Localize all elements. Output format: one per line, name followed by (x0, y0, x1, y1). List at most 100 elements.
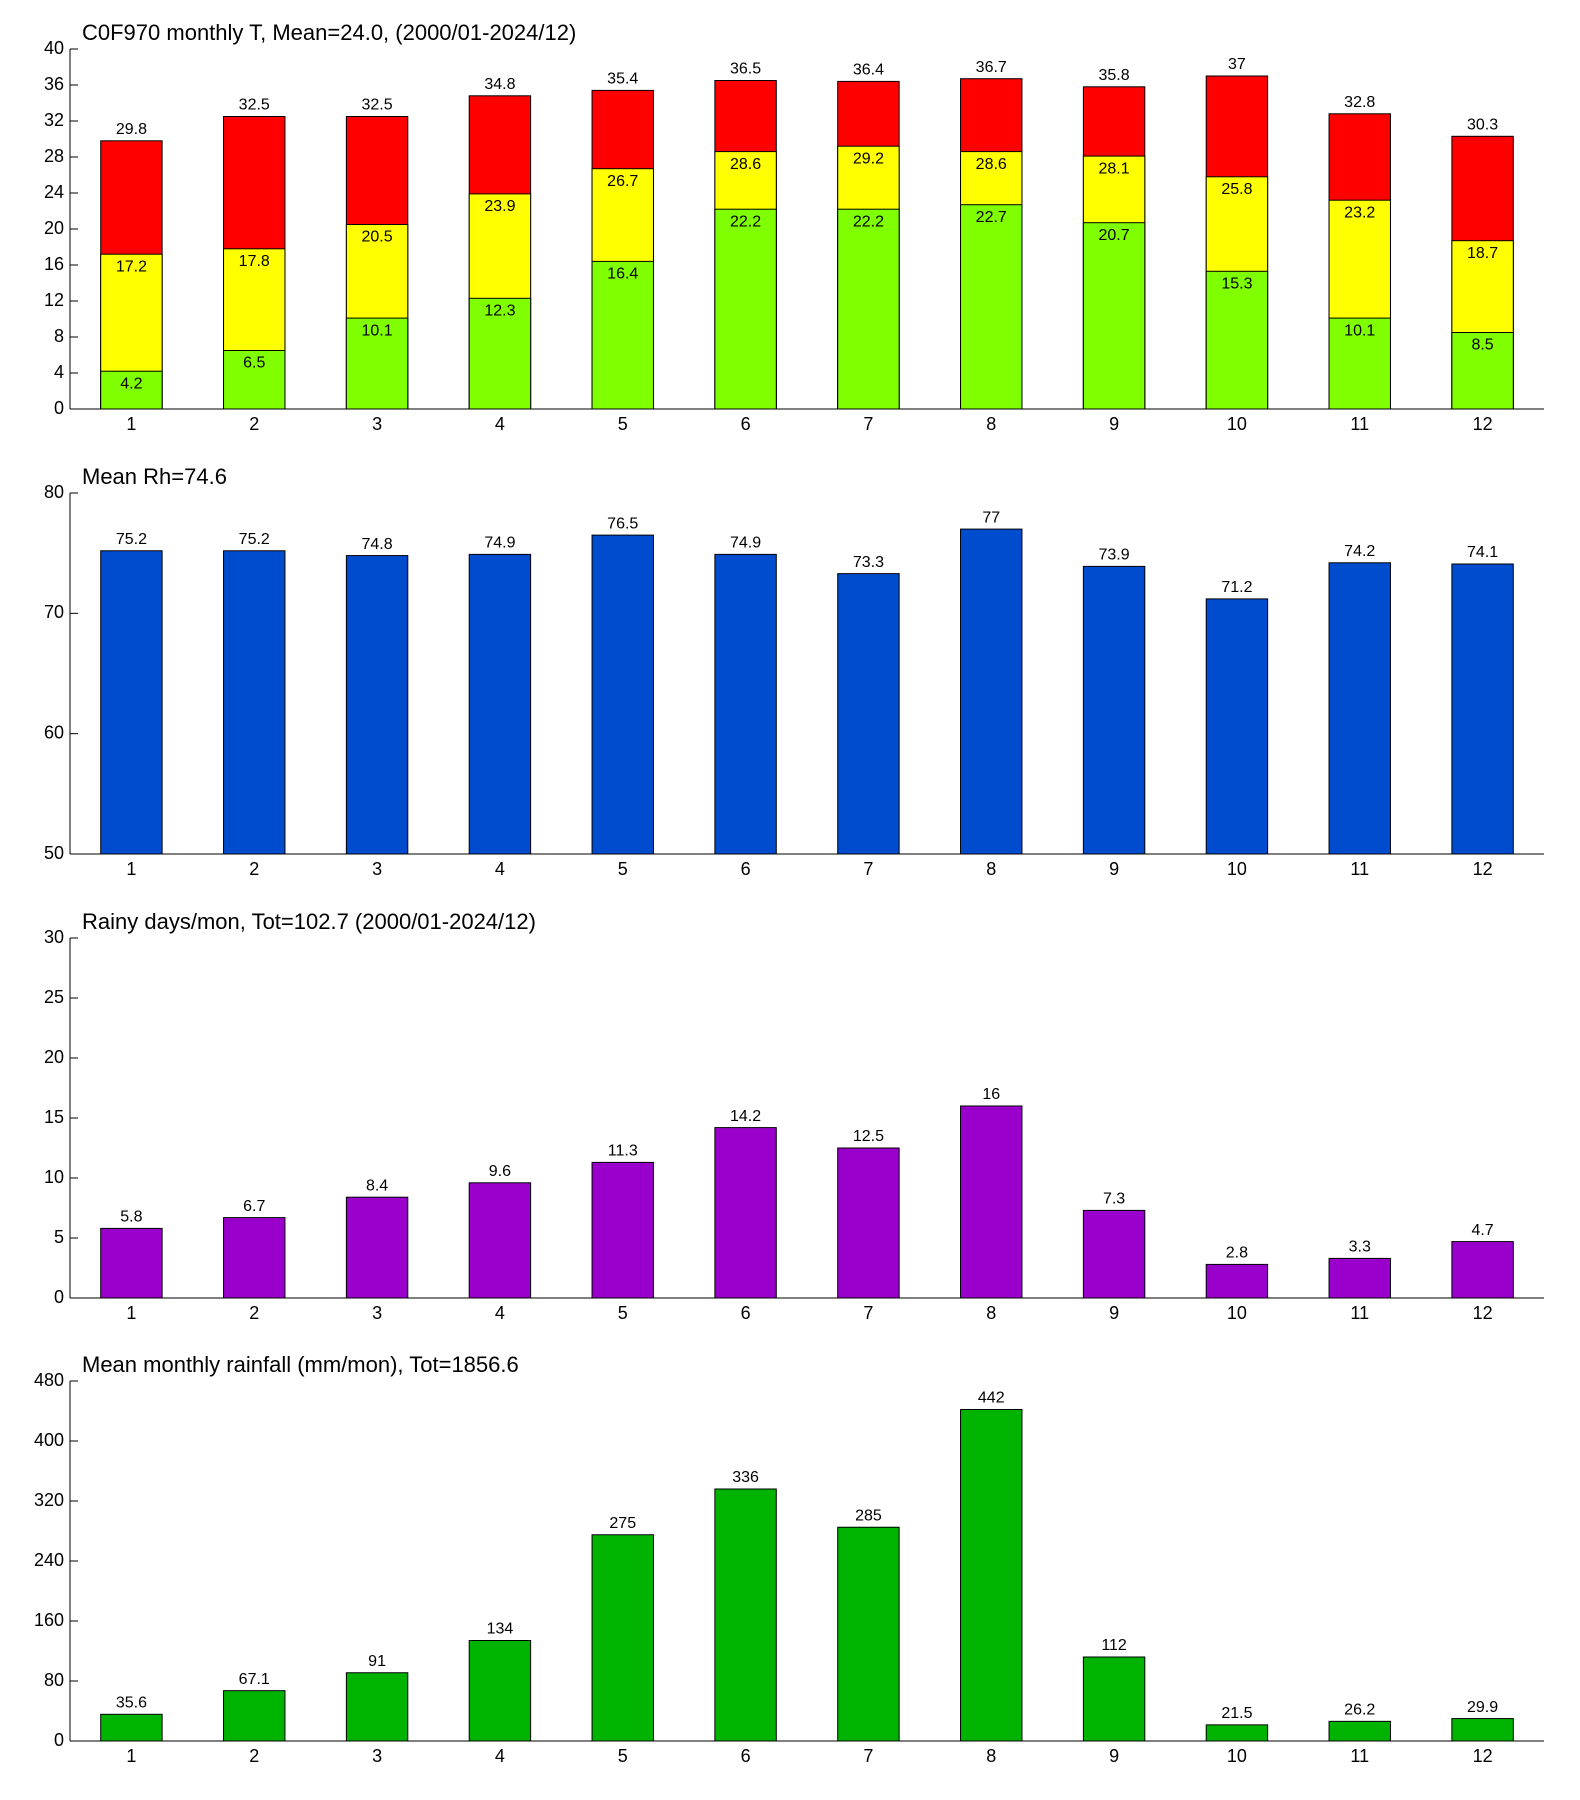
bar (591, 1161, 654, 1299)
x-tick-label: 12 (1473, 859, 1493, 879)
data-label: 77 (982, 509, 1000, 526)
bar (714, 1127, 777, 1299)
bar (223, 550, 286, 855)
x-tick-label: 4 (495, 414, 505, 434)
x-tick-label: 12 (1473, 1303, 1493, 1323)
data-label: 336 (732, 1469, 759, 1486)
bar (1205, 1263, 1269, 1299)
data-label: 32.5 (362, 97, 393, 114)
data-label: 23.9 (484, 198, 515, 215)
chart-title: C0F970 monthly T, Mean=24.0, (2000/01-20… (82, 20, 576, 45)
x-tick-label: 8 (986, 859, 996, 879)
chart-title: Mean Rh=74.6 (82, 464, 227, 489)
data-label: 22.2 (730, 213, 761, 230)
bar (714, 208, 777, 410)
x-tick-label: 9 (1109, 1303, 1119, 1323)
bar (960, 528, 1023, 855)
x-tick-label: 5 (618, 859, 628, 879)
data-label: 12.5 (853, 1128, 884, 1145)
data-label: 4.7 (1471, 1222, 1493, 1239)
y-tick-label: 8 (54, 326, 64, 346)
data-label: 8.5 (1471, 337, 1493, 354)
data-label: 6.5 (243, 355, 265, 372)
y-tick-label: 50 (44, 843, 64, 863)
data-label: 32.5 (239, 97, 270, 114)
y-tick-label: 10 (44, 1167, 64, 1187)
bar (345, 317, 409, 410)
bar (1451, 1718, 1514, 1742)
data-label: 275 (609, 1515, 636, 1532)
y-tick-label: 0 (54, 1730, 64, 1750)
bar (714, 1488, 777, 1742)
y-tick-label: 40 (44, 38, 64, 58)
data-label: 32.8 (1344, 94, 1375, 111)
data-label: 22.2 (853, 213, 884, 230)
data-label: 21.5 (1221, 1705, 1252, 1722)
data-label: 23.2 (1344, 204, 1375, 221)
data-label: 17.2 (116, 258, 147, 275)
bar (960, 1409, 1023, 1742)
x-tick-label: 5 (618, 1303, 628, 1323)
data-label: 112 (1101, 1637, 1127, 1654)
y-tick-label: 80 (44, 482, 64, 502)
data-label: 28.1 (1099, 160, 1130, 177)
data-label: 22.7 (976, 209, 1007, 226)
x-tick-label: 10 (1227, 1746, 1247, 1766)
data-label: 134 (487, 1621, 514, 1638)
x-tick-label: 5 (618, 1746, 628, 1766)
x-tick-label: 5 (618, 414, 628, 434)
y-tick-label: 36 (44, 74, 64, 94)
data-label: 26.7 (607, 173, 638, 190)
data-label: 6.7 (243, 1198, 265, 1215)
bar (837, 1147, 900, 1299)
data-label: 5.8 (120, 1209, 142, 1226)
x-tick-label: 1 (126, 1746, 136, 1766)
x-tick-label: 7 (863, 1746, 873, 1766)
chart-title: Rainy days/mon, Tot=102.7 (2000/01-2024/… (82, 909, 536, 934)
data-label: 36.4 (853, 62, 884, 79)
data-label: 4.2 (120, 375, 142, 392)
y-tick-label: 25 (44, 987, 64, 1007)
y-tick-label: 30 (44, 927, 64, 947)
x-tick-label: 8 (986, 1303, 996, 1323)
bar (591, 534, 654, 855)
bar (1451, 1241, 1514, 1299)
bar (591, 1534, 654, 1742)
x-tick-label: 8 (986, 414, 996, 434)
bar (837, 1526, 900, 1742)
data-label: 285 (855, 1507, 882, 1524)
x-tick-label: 7 (863, 1303, 873, 1323)
y-tick-label: 20 (44, 1047, 64, 1067)
data-label: 11.3 (608, 1143, 638, 1160)
y-tick-label: 15 (44, 1107, 64, 1127)
y-tick-label: 32 (44, 110, 64, 130)
x-tick-label: 7 (863, 859, 873, 879)
y-tick-label: 20 (44, 218, 64, 238)
data-label: 10.1 (1344, 322, 1375, 339)
chart-title: Mean monthly rainfall (mm/mon), Tot=1856… (82, 1352, 519, 1377)
bar (1205, 1724, 1269, 1742)
x-tick-label: 9 (1109, 1746, 1119, 1766)
data-label: 12.3 (484, 303, 515, 320)
bar (223, 350, 286, 410)
data-label: 20.7 (1099, 227, 1130, 244)
y-tick-label: 0 (54, 1287, 64, 1307)
x-tick-label: 8 (986, 1746, 996, 1766)
bar (100, 370, 163, 410)
data-label: 74.2 (1344, 543, 1375, 560)
bar (837, 208, 900, 410)
data-label: 71.2 (1221, 579, 1252, 596)
data-label: 8.4 (366, 1177, 388, 1194)
x-tick-label: 12 (1473, 1746, 1493, 1766)
data-label: 35.8 (1099, 67, 1130, 84)
data-label: 9.6 (489, 1163, 511, 1180)
data-label: 74.9 (730, 535, 761, 552)
data-label: 36.5 (730, 61, 761, 78)
bar (1451, 563, 1514, 855)
data-label: 16.4 (607, 266, 638, 283)
x-tick-label: 4 (495, 1303, 505, 1323)
data-label: 442 (978, 1390, 1005, 1407)
y-tick-label: 5 (54, 1227, 64, 1247)
data-label: 74.1 (1467, 544, 1498, 561)
bar (100, 550, 163, 855)
